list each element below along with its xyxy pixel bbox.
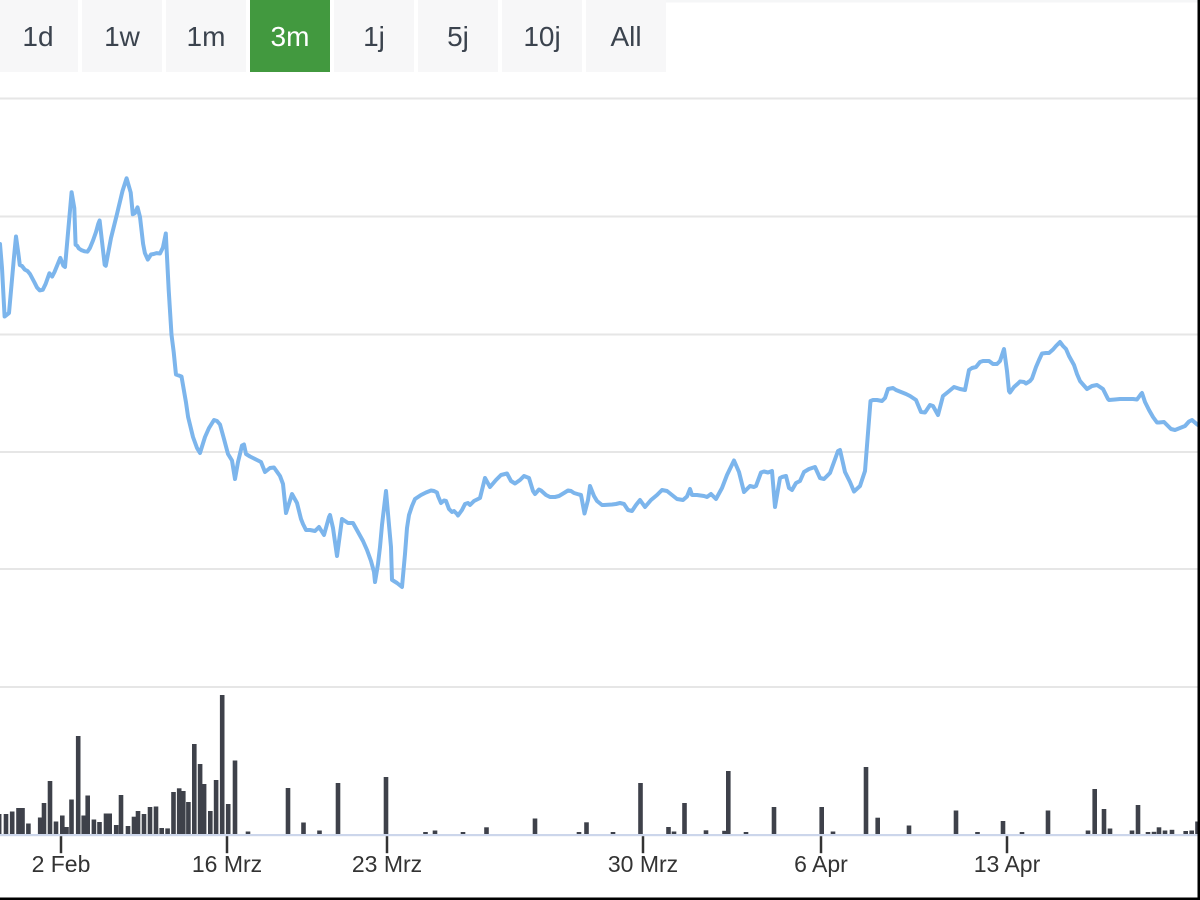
svg-text:5j: 5j (447, 21, 469, 52)
svg-text:10j: 10j (523, 21, 560, 52)
svg-text:1w: 1w (104, 21, 141, 52)
svg-text:13 Apr: 13 Apr (974, 851, 1041, 877)
svg-text:1j: 1j (363, 21, 385, 52)
svg-text:All: All (610, 21, 641, 52)
svg-text:1d: 1d (22, 21, 53, 52)
svg-text:3m: 3m (271, 21, 310, 52)
svg-text:30 Mrz: 30 Mrz (608, 851, 678, 877)
svg-text:6 Apr: 6 Apr (794, 851, 848, 877)
svg-text:2 Feb: 2 Feb (32, 851, 91, 877)
svg-text:16 Mrz: 16 Mrz (192, 851, 262, 877)
svg-text:1m: 1m (187, 21, 226, 52)
svg-text:23 Mrz: 23 Mrz (352, 851, 422, 877)
